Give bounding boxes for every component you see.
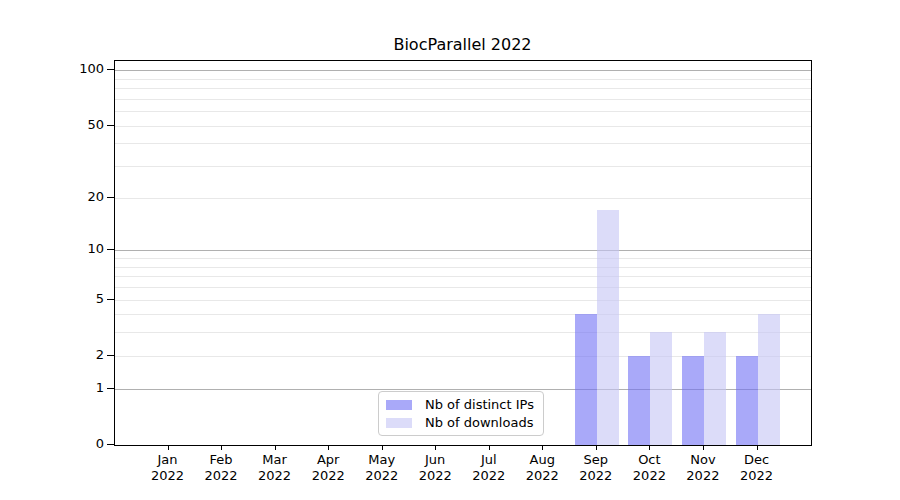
y-tick-mark	[107, 299, 114, 300]
chart: BiocParallel 2022 Nb of distinct IPs Nb …	[0, 0, 900, 500]
x-tick-mark	[542, 445, 543, 450]
y-tick-label: 10	[0, 241, 104, 257]
y-tick-label: 100	[0, 61, 104, 77]
y-tick-mark	[107, 355, 114, 356]
gridline-minor	[115, 276, 811, 277]
bar-downloads-sep	[597, 210, 619, 445]
bar-distinct-ips-oct	[628, 356, 650, 445]
y-tick-mark	[107, 69, 114, 70]
bar-downloads-oct	[650, 332, 672, 445]
gridline-major	[115, 250, 811, 251]
gridline-minor	[115, 300, 811, 301]
x-tick-year: 2022	[725, 468, 789, 484]
y-tick-label: 50	[0, 117, 104, 133]
y-tick-mark	[107, 249, 114, 250]
x-tick-label-dec: Dec2022	[725, 452, 789, 484]
bar-downloads-dec	[758, 314, 780, 445]
chart-title: BiocParallel 2022	[114, 35, 811, 54]
x-tick-mark	[435, 445, 436, 450]
x-tick-mark	[649, 445, 650, 450]
gridline-minor	[115, 126, 811, 127]
x-tick-mark	[489, 445, 490, 450]
x-tick-mark	[221, 445, 222, 450]
gridline-minor	[115, 143, 811, 144]
x-tick-mark	[168, 445, 169, 450]
bar-downloads-nov	[704, 332, 726, 445]
gridline-minor	[115, 166, 811, 167]
x-tick-mark	[328, 445, 329, 450]
x-tick-mark	[703, 445, 704, 450]
gridline-minor	[115, 88, 811, 89]
plot-area	[114, 60, 812, 446]
gridline-minor	[115, 314, 811, 315]
y-tick-mark	[107, 388, 114, 389]
gridline-minor	[115, 267, 811, 268]
y-tick-label: 2	[0, 347, 104, 363]
bar-distinct-ips-nov	[682, 356, 704, 445]
gridline-minor	[115, 79, 811, 80]
legend-swatch-distinct-ips	[386, 400, 412, 410]
y-tick-label: 1	[0, 380, 104, 396]
gridline-major	[115, 70, 811, 71]
bar-distinct-ips-dec	[736, 356, 758, 445]
bar-distinct-ips-sep	[575, 314, 597, 445]
y-tick-mark	[107, 444, 114, 445]
gridline-minor	[115, 111, 811, 112]
y-tick-label: 5	[0, 291, 104, 307]
y-tick-label: 20	[0, 189, 104, 205]
gridline-minor	[115, 99, 811, 100]
legend-label-distinct-ips: Nb of distinct IPs	[425, 397, 534, 412]
y-tick-mark	[107, 125, 114, 126]
legend-swatch-downloads	[386, 418, 412, 428]
x-tick-mark	[757, 445, 758, 450]
legend: Nb of distinct IPs Nb of downloads	[378, 391, 544, 436]
x-tick-mark	[382, 445, 383, 450]
gridline-minor	[115, 287, 811, 288]
legend-item-downloads: Nb of downloads	[386, 415, 535, 430]
y-tick-label: 0	[0, 436, 104, 452]
x-tick-month: Dec	[725, 452, 789, 468]
y-tick-mark	[107, 197, 114, 198]
x-tick-mark	[275, 445, 276, 450]
legend-label-downloads: Nb of downloads	[425, 415, 533, 430]
legend-item-distinct-ips: Nb of distinct IPs	[386, 397, 535, 412]
gridline-minor	[115, 258, 811, 259]
gridline-minor	[115, 198, 811, 199]
x-tick-mark	[596, 445, 597, 450]
